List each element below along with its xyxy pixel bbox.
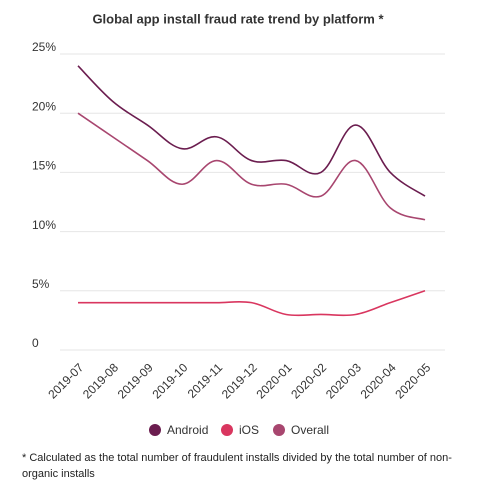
y-tick-label: 5% — [32, 277, 50, 291]
x-tick-label: 2019-11 — [185, 360, 226, 401]
x-tick-label: 2019-10 — [149, 360, 190, 401]
x-tick-label: 2019-07 — [45, 360, 86, 401]
y-tick-label: 0 — [32, 336, 39, 350]
x-tick-label: 2020-04 — [358, 360, 399, 401]
x-tick-label: 2020-01 — [254, 360, 295, 401]
x-tick-label: 2019-08 — [80, 360, 121, 401]
line — [77, 112, 426, 221]
x-tick-label: 2019-09 — [115, 360, 156, 401]
legend-label: Android — [167, 423, 208, 437]
legend-label: iOS — [239, 423, 259, 437]
legend-label: Overall — [291, 423, 329, 437]
y-tick-label: 15% — [32, 159, 56, 173]
line — [78, 290, 426, 317]
y-tick-label: 10% — [32, 218, 56, 232]
y-tick-label: 25% — [32, 40, 56, 54]
y-tick-label: 20% — [32, 99, 56, 113]
chart-title: Global app install fraud rate trend by p… — [92, 11, 384, 26]
footnote: * Calculated as the total number of frau… — [22, 452, 452, 480]
x-tick-label: 2019-12 — [219, 360, 260, 401]
legend-marker — [273, 424, 285, 436]
legend-marker — [149, 424, 161, 436]
line — [77, 65, 426, 197]
x-tick-label: 2020-03 — [323, 360, 364, 401]
x-tick-label: 2020-05 — [392, 360, 433, 401]
chart: Global app install fraud rate trend by p… — [32, 11, 445, 437]
x-tick-label: 2020-02 — [288, 360, 329, 401]
legend-marker — [221, 424, 233, 436]
